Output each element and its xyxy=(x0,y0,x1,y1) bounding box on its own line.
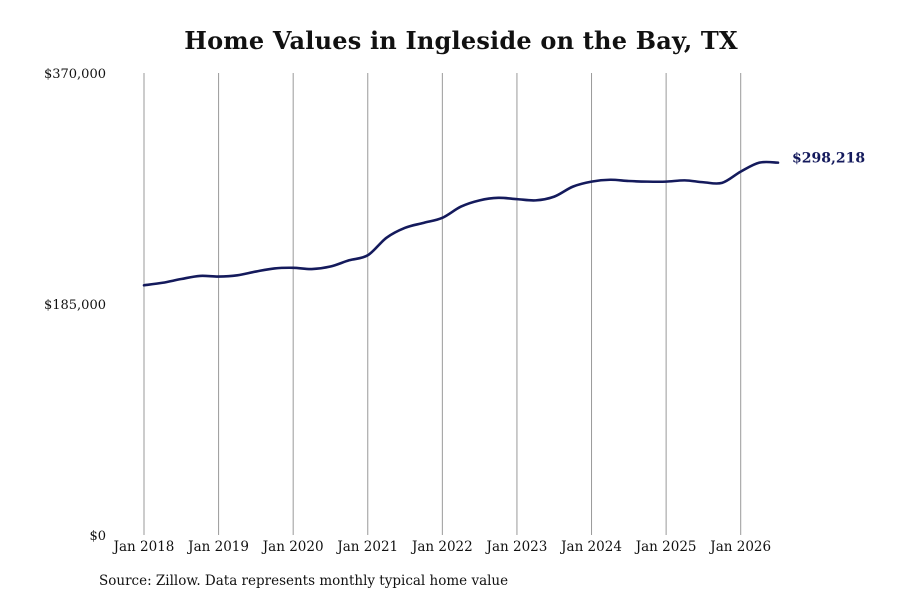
series-line-home-value xyxy=(142,160,780,287)
x-tick-label: Jan 2020 xyxy=(261,539,324,555)
x-tick-label: Jan 2024 xyxy=(559,539,622,555)
x-tick-label: Jan 2018 xyxy=(112,539,175,555)
x-tick-label: Jan 2021 xyxy=(335,539,398,555)
x-tick-label: Jan 2019 xyxy=(186,539,249,555)
y-axis-tick-labels: $0 $185,000 $370,000 xyxy=(44,67,106,544)
chart-title: Home Values in Ingleside on the Bay, TX xyxy=(184,26,738,55)
y-tick-label: $185,000 xyxy=(44,298,106,313)
x-tick-label: Jan 2026 xyxy=(708,539,771,555)
x-tick-label: Jan 2025 xyxy=(634,539,697,555)
x-axis-tick-labels: Jan 2018 Jan 2019 Jan 2020 Jan 2021 Jan 2022… xyxy=(112,539,772,555)
series-layer xyxy=(142,160,780,287)
y-tick-label: $370,000 xyxy=(44,67,106,82)
gridlines xyxy=(143,73,742,535)
end-value-label: $298,218 xyxy=(792,151,865,167)
x-tick-label: Jan 2022 xyxy=(410,539,473,555)
source-note: Source: Zillow. Data represents monthly … xyxy=(99,573,509,589)
y-tick-label: $0 xyxy=(89,529,106,544)
x-tick-label: Jan 2023 xyxy=(485,539,548,555)
